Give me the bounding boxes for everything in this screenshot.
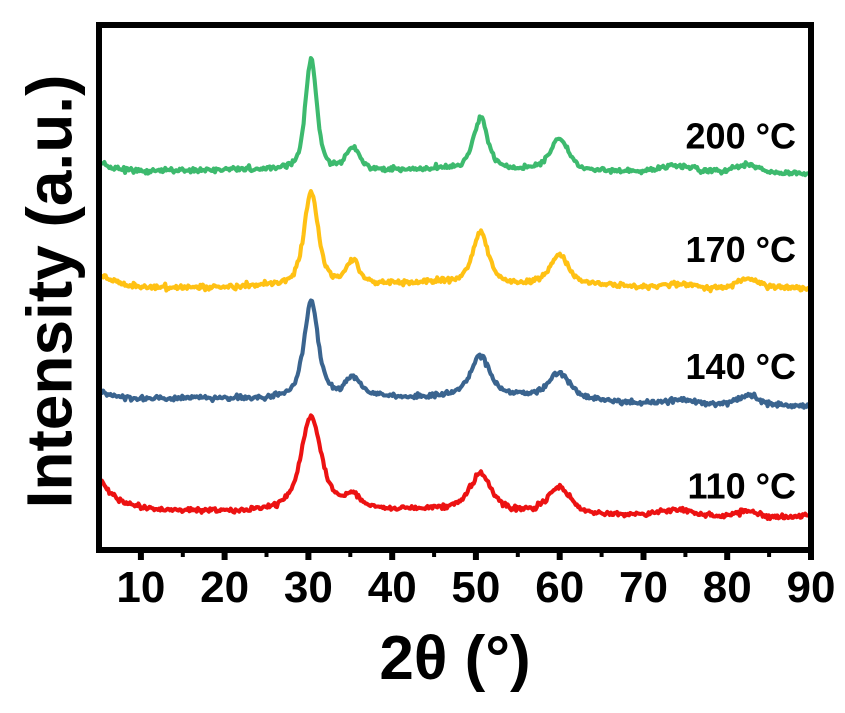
svg-text:40: 40 bbox=[368, 563, 417, 612]
svg-text:2θ (°): 2θ (°) bbox=[379, 624, 530, 693]
svg-text:200 °C: 200 °C bbox=[686, 116, 796, 157]
svg-text:70: 70 bbox=[619, 563, 668, 612]
svg-text:50: 50 bbox=[451, 563, 500, 612]
svg-text:110 °C: 110 °C bbox=[688, 466, 796, 507]
svg-text:90: 90 bbox=[787, 563, 836, 612]
svg-text:140 °C: 140 °C bbox=[686, 346, 796, 387]
svg-text:80: 80 bbox=[703, 563, 752, 612]
svg-text:10: 10 bbox=[116, 563, 165, 612]
svg-text:20: 20 bbox=[200, 563, 249, 612]
svg-text:30: 30 bbox=[284, 563, 333, 612]
svg-text:60: 60 bbox=[535, 563, 584, 612]
svg-text:Intensity (a.u.): Intensity (a.u.) bbox=[14, 75, 86, 509]
svg-text:170 °C: 170 °C bbox=[686, 229, 796, 270]
